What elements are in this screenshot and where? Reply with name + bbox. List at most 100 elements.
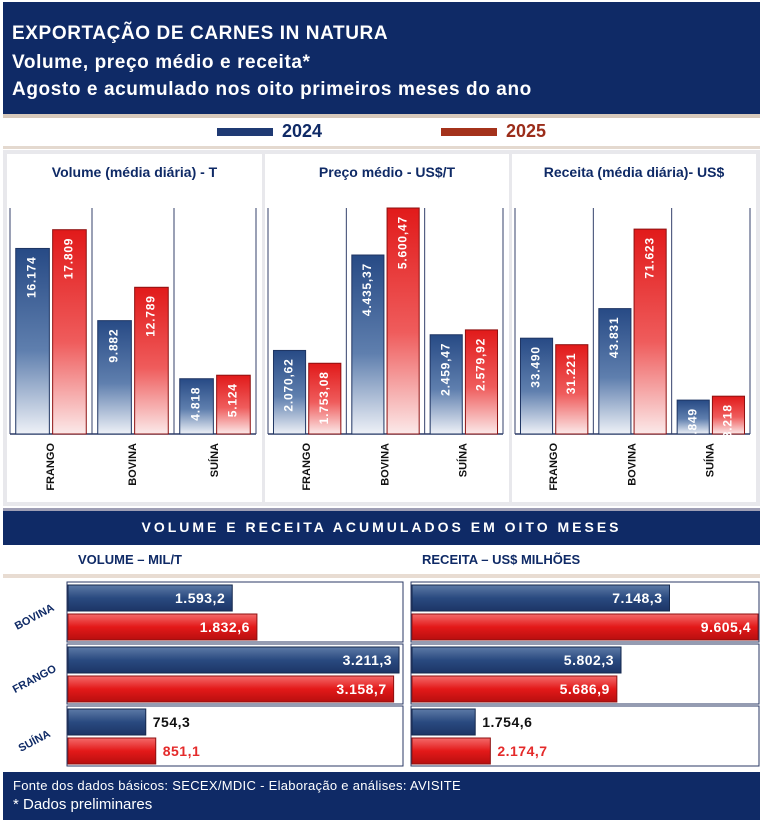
hbar-frango-2025 [411, 675, 618, 703]
data-label-suina-2024: 2.459,47 [438, 343, 452, 396]
hdata-label-bovina-2025: 1.832,6 [200, 619, 250, 635]
data-label-frango-2024: 16.174 [25, 256, 39, 298]
data-label-frango-2024: 33.490 [529, 346, 543, 388]
volume-chart-title: Volume (média diária) - T [51, 164, 218, 180]
hbar-suina-2025 [411, 737, 491, 765]
preliminary-note: * Dados preliminares [13, 796, 153, 813]
hbar-frango-2025 [67, 675, 395, 703]
hbar-suina-2024 [411, 708, 476, 736]
hbar-bovina-2024 [411, 584, 670, 612]
bar-frango-2025 [555, 344, 589, 435]
hdata-label-suina-2024: 754,3 [153, 714, 191, 730]
category-label-frango: FRANGO [548, 443, 560, 491]
hdata-label-frango-2025: 5.686,9 [560, 681, 610, 697]
hdata-label-frango-2024: 3.211,3 [343, 652, 392, 668]
hbar-bovina-2024 [67, 584, 233, 612]
data-label-suina-2024: 4.818 [189, 387, 203, 421]
data-label-bovina-2024: 9.882 [107, 329, 121, 363]
hbar-bovina-2025 [67, 613, 258, 641]
divider [3, 574, 760, 578]
bar-suina-2025 [216, 374, 251, 435]
category-label-frango: FRANGO [45, 443, 57, 491]
hdata-label-frango-2025: 3.158,7 [336, 681, 386, 697]
data-label-frango-2025: 1.753,08 [317, 371, 331, 424]
data-label-frango-2025: 31.221 [564, 353, 578, 395]
row-frame-suina [410, 705, 760, 767]
row-frame-frango [410, 643, 760, 705]
bar-bovina-2025 [633, 228, 667, 435]
hbar-frango-2024 [411, 646, 622, 674]
bar-bovina-2024 [351, 254, 385, 435]
header-subtitle: Volume, preço médio e receita* [12, 52, 311, 73]
price-chart-title: Preço médio - US$/T [318, 164, 456, 180]
data-label-suina-2025: 13.218 [721, 404, 735, 446]
category-label-bovina: BOVINA [626, 443, 638, 486]
data-label-bovina-2025: 5.600,47 [395, 216, 409, 269]
section-banner-text: VOLUME E RECEITA ACUMULADOS EM OITO MESE… [141, 519, 622, 535]
legend-label-2024: 2024 [282, 121, 323, 141]
hbar-suina-2024 [67, 708, 147, 736]
bar-bovina-2024 [598, 308, 632, 435]
price-chart: 2.070,62 1.753,08 FRANGO 4.435,37 5.600,47 BO… [267, 207, 504, 491]
volume-cumulative-title: VOLUME – MIL/T [78, 552, 182, 567]
hcategory-label-suina: SUÍNA [16, 727, 52, 755]
volume-daily-chart: 16.174 17.809 FRANGO 9.882 12.789 BOVINA 4.818… [9, 208, 257, 491]
bar-bovina-2024 [97, 320, 132, 435]
hcategory-label-frango: FRANGO [11, 663, 59, 696]
data-label-suina-2025: 2.579,92 [474, 338, 488, 391]
row-frame-bovina [410, 581, 760, 643]
hbar-frango-2024 [67, 646, 400, 674]
header-banner: EXPORTAÇÃO DE CARNES IN NATURA Volume, p… [3, 2, 760, 118]
data-label-suina-2024: 11.849 [685, 408, 699, 449]
category-label-bovina: BOVINA [127, 443, 139, 486]
hbar-suina-2025 [67, 737, 157, 765]
row-frame-suina [66, 705, 404, 767]
hdata-label-suina-2025: 2.174,7 [497, 743, 547, 759]
hbar-bovina-2025 [411, 613, 759, 641]
bar-frango-2025 [52, 229, 87, 435]
bar-suina-2025 [464, 329, 499, 435]
category-label-bovina: BOVINA [379, 443, 391, 486]
bar-frango-2024 [272, 349, 307, 435]
revenue-daily-chart: 33.490 31.221 FRANGO 43.831 71.623 BOVINA 11.8… [514, 208, 751, 491]
data-label-bovina-2024: 43.831 [607, 317, 621, 359]
legend-label-2025: 2025 [506, 121, 547, 141]
revenue-panel: Receita (média diária)- US$ 33.490 31.221… [512, 154, 756, 502]
section-banner: VOLUME E RECEITA ACUMULADOS EM OITO MESE… [3, 508, 760, 545]
legend: 2024 2025 [3, 118, 760, 149]
category-label-suina: SUÍNA [457, 443, 470, 477]
bar-bovina-2025 [134, 286, 169, 435]
hdata-label-bovina-2024: 1.593,2 [175, 590, 225, 606]
bar-frango-2024 [15, 247, 50, 435]
cumulative-charts: 1.593,2 1.832,6 3.211,3 3.158,7 754,3 851,1 7.… [11, 581, 760, 767]
top-charts-area: Volume (média diária) - T 16.174 17.809 FR… [3, 150, 760, 506]
header-title: EXPORTAÇÃO DE CARNES IN NATURA [12, 23, 389, 44]
legend-swatch-2024 [217, 128, 273, 136]
row-frame-bovina [66, 581, 404, 643]
data-label-bovina-2025: 12.789 [144, 295, 158, 337]
bar-frango-2025 [308, 362, 342, 435]
hdata-label-frango-2024: 5.802,3 [564, 652, 614, 668]
category-label-suina: SUÍNA [208, 443, 221, 477]
hdata-label-bovina-2024: 7.148,3 [612, 590, 662, 606]
data-label-frango-2025: 17.809 [62, 238, 76, 280]
category-label-frango: FRANGO [301, 443, 313, 491]
header-period: Agosto e acumulado nos oito primeiros me… [12, 79, 532, 100]
data-label-bovina-2024: 4.435,37 [360, 263, 374, 316]
revenue-chart-title: Receita (média diária)- US$ [543, 164, 725, 180]
bar-suina-2025 [711, 395, 746, 435]
row-frame-frango [66, 643, 404, 705]
data-label-suina-2025: 5.124 [226, 383, 240, 417]
revenue-cumulative-title: RECEITA – US$ MILHÕES [422, 552, 581, 567]
data-label-frango-2024: 2.070,62 [282, 358, 296, 411]
bar-bovina-2025 [386, 207, 420, 435]
category-label-suina: SUÍNA [704, 443, 717, 477]
hdata-label-bovina-2025: 9.605,4 [701, 619, 751, 635]
hcategory-label-bovina: BOVINA [13, 602, 56, 633]
bar-suina-2024 [676, 399, 710, 435]
legend-swatch-2025 [441, 128, 497, 136]
hdata-label-suina-2024: 1.754,6 [482, 714, 532, 730]
price-panel: Preço médio - US$/T 2.070,62 1.753,08 FRAN… [265, 154, 509, 502]
bar-frango-2024 [519, 337, 554, 435]
footer: Fonte dos dados básicos: SECEX/MDIC - El… [3, 772, 760, 820]
